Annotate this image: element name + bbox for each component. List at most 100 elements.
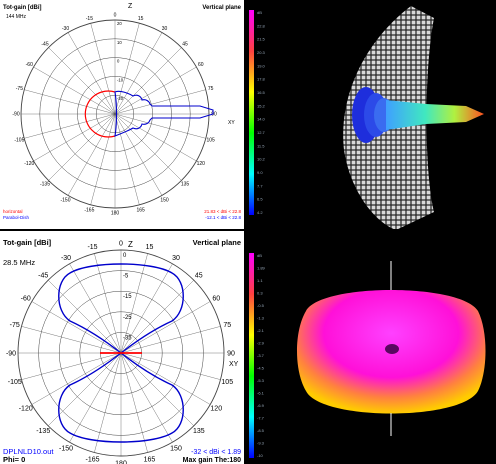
plot-frequency: 28.5 MHz (3, 258, 35, 267)
angle-label: 180 (111, 211, 120, 217)
plot-title: Tot-gain [dBi] (3, 5, 42, 11)
grid-spoke (114, 89, 206, 115)
polar-grid (17, 249, 225, 457)
scale-value: 1.89 (257, 266, 266, 271)
grid-spoke (94, 253, 122, 354)
angle-label: 30 (172, 255, 180, 262)
angle-labels: 0153045607590105120135150165180-165-150-… (12, 13, 217, 217)
angle-label: 15 (146, 244, 154, 251)
plot-title: Tot-gain [dBi] (3, 238, 52, 247)
angle-label: 180 (115, 460, 127, 464)
main-beam (386, 100, 484, 130)
scale-value: 17.8 (257, 77, 266, 82)
scale-value: 15.2 (257, 103, 266, 108)
scale-value: -6.1 (257, 391, 265, 396)
file-label: horizontal (3, 209, 23, 214)
phi-label: Phi= 0 (3, 455, 25, 464)
angle-label: 105 (206, 137, 215, 143)
scale-value: -1.3 (257, 316, 265, 321)
grid-spoke (114, 113, 197, 162)
top-3d-render-panel: dB 22.8 21.5 20.3 19.0 17.8 16.5 15.2 14.0 12.7 11… (246, 0, 496, 229)
angle-label: -30 (61, 255, 71, 262)
angle-label: -105 (8, 379, 22, 386)
angle-label: -75 (16, 86, 23, 92)
donut-3d-render: dB 1.89 1.1 0.3 -0.5 -1.3 -2.1 -2.9 -3.7 -4.5 -5.3… (249, 253, 486, 458)
angle-label: -60 (26, 62, 33, 68)
angle-label: 60 (212, 295, 220, 302)
grid-spoke (114, 113, 206, 139)
angle-label: -90 (12, 112, 19, 118)
grid-spoke (67, 113, 116, 196)
scale-value: -7.7 (257, 416, 265, 421)
grid-spoke (114, 32, 163, 115)
grid-spoke (31, 352, 122, 405)
angle-label: -120 (24, 161, 34, 167)
angle-label: -165 (84, 207, 94, 213)
angle-label: 135 (193, 428, 205, 435)
angle-label: 165 (144, 457, 156, 464)
scale-value: 1.1 (257, 278, 263, 283)
grid-spoke (21, 352, 122, 380)
color-scale-bar (249, 253, 254, 458)
scale-value: 9.0 (257, 170, 263, 175)
grid-spoke (114, 113, 182, 181)
grid-spoke (48, 352, 122, 426)
angle-label: 90 (211, 112, 217, 118)
grid-spoke (48, 280, 122, 354)
grid-spoke (31, 301, 122, 354)
axis-xy-label: XY (228, 120, 235, 126)
scale-value: dB (257, 10, 262, 15)
grid-spoke (24, 89, 116, 115)
bottom-polar-plot: 0153045607590105120135150165180-165-150-… (3, 238, 241, 464)
angle-label: 105 (221, 379, 233, 386)
grid-spoke (90, 113, 116, 205)
ring-label: 0 (123, 253, 127, 259)
grid-spoke (48, 113, 116, 181)
angle-label: -15 (86, 16, 93, 22)
pattern-red-curve (84, 90, 116, 138)
pattern-blue-curve (114, 90, 214, 137)
angle-label: -60 (21, 295, 31, 302)
axis-z-label: Z (128, 3, 133, 10)
angle-label: 165 (136, 207, 145, 213)
ring-label: -20 (117, 96, 124, 101)
grid-spoke (67, 32, 116, 115)
angle-label: -45 (38, 273, 48, 280)
scale-value: -6.9 (257, 403, 265, 408)
top-polar-plot-panel: 0 15 30 45 60 75 90 105 120 135 150 165 180 -165 -150-… (0, 0, 244, 229)
ring-label: 20 (117, 21, 122, 26)
plot-frequency: 144 MHz (6, 14, 27, 20)
scale-value: 16.5 (257, 90, 266, 95)
angle-label: 75 (223, 322, 231, 329)
grid-spoke (120, 352, 194, 426)
ring-label: -10 (117, 77, 124, 82)
grid-spoke (33, 113, 116, 162)
scale-value: 22.8 (257, 23, 266, 28)
angle-label: 75 (208, 86, 214, 92)
angle-label: 45 (195, 273, 203, 280)
angle-label: 15 (138, 16, 144, 22)
ring-label: -5 (123, 274, 129, 280)
scale-value: 7.7 (257, 183, 263, 188)
grid-spoke (114, 66, 197, 115)
scale-value: -0.5 (257, 303, 265, 308)
angle-label: -135 (40, 182, 50, 188)
plot-plane: Vertical plane (193, 238, 241, 247)
scale-value: 19.0 (257, 63, 266, 68)
scale-value: -5.3 (257, 378, 265, 383)
gain-range-2: -12.1 < dBi < 22.8 (205, 215, 241, 220)
grid-spoke (120, 352, 148, 453)
grid-spoke (21, 326, 122, 354)
grid-spoke (120, 326, 221, 354)
scale-value: 20.3 (257, 50, 266, 55)
gain-range: 21.83 < dBi < 22.8 (204, 209, 241, 214)
scale-value: 21.5 (257, 37, 266, 42)
angle-label: -120 (19, 405, 33, 412)
grid-spoke (114, 113, 140, 205)
grid-spoke (120, 263, 173, 354)
ring-label: 0 (117, 59, 120, 64)
scale-value: 11.5 (257, 143, 265, 148)
ring-label: -25 (123, 315, 132, 321)
top-polar-plot: 0153045607590105120135150165180-165-150-… (3, 3, 242, 220)
scale-value: -4.5 (257, 366, 265, 371)
